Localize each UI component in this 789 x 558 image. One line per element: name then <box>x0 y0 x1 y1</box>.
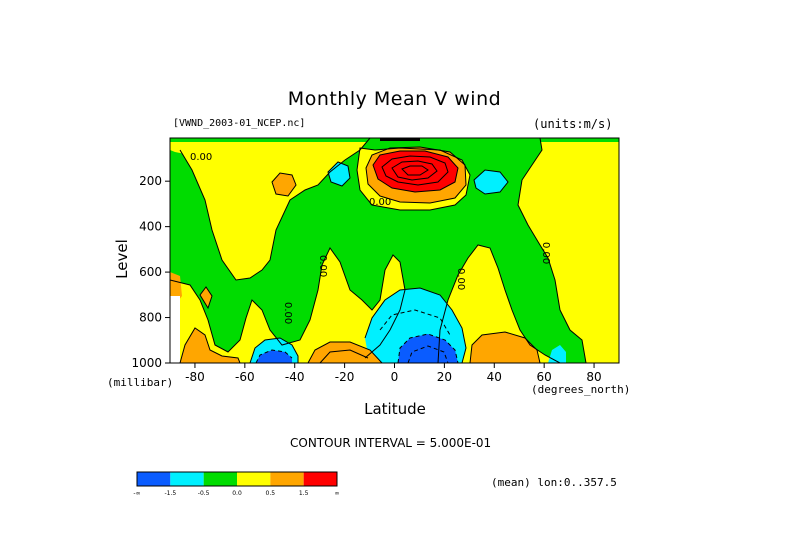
colorbar-swatch <box>270 472 304 486</box>
y-tick-label: 200 <box>139 174 162 188</box>
contour-line <box>179 138 371 281</box>
contour-line <box>469 331 541 363</box>
contour-line <box>517 138 587 363</box>
colorbar-label: -0.5 <box>198 490 210 497</box>
yellow-region-upper-right <box>518 138 619 363</box>
yellow-region-left-strip <box>170 248 405 363</box>
contour-line <box>379 309 451 336</box>
contour-line <box>255 349 293 363</box>
contour-line <box>356 147 471 211</box>
units-label: (units:m/s) <box>533 117 613 131</box>
contour-line <box>437 244 561 363</box>
contour-line <box>179 327 241 363</box>
y-axis-label: Level <box>113 239 131 279</box>
colorbar-label: -1.5 <box>164 490 176 497</box>
y-tick-label: 400 <box>139 220 162 234</box>
orange-region-left-blob <box>272 173 296 196</box>
orange-region-left-low <box>180 328 240 363</box>
contour-line <box>397 333 459 363</box>
cyan-region-upper-left <box>328 162 350 186</box>
contour-line <box>307 341 383 363</box>
colorbar-swatch <box>303 472 337 486</box>
cyan-region-upper-right <box>474 170 508 194</box>
contour-line <box>407 345 449 363</box>
colorbar-frame <box>136 471 338 487</box>
contour-line <box>327 161 351 187</box>
y-tick-label: 1000 <box>131 356 162 370</box>
blue-region-equator <box>398 334 458 363</box>
contour-lines <box>170 138 587 363</box>
orange-region-right-low <box>470 332 540 363</box>
contour-label: 0.00 <box>282 302 293 324</box>
x-tick-label: -20 <box>335 370 355 384</box>
contour-line <box>401 165 429 176</box>
yellow-region-mid-right <box>438 245 560 363</box>
colorbar-swatch <box>203 472 237 486</box>
x-tick-label: -40 <box>285 370 305 384</box>
orange-region-south-low <box>308 342 382 363</box>
y-axis-unit: (millibar) <box>107 376 174 389</box>
colorbar-label: 0.5 <box>266 490 276 497</box>
x-tick-label: -60 <box>235 370 255 384</box>
yellow-region-polar <box>170 138 215 155</box>
colorbar-label: 0.0 <box>232 490 242 497</box>
contour-line <box>249 337 299 363</box>
x-tick-label: 60 <box>537 370 552 384</box>
contour-line <box>199 286 213 310</box>
contour-label: 0.00 <box>540 242 551 264</box>
x-tick-label: 40 <box>487 370 502 384</box>
y-axis: 200 400 600 800 1000 <box>131 174 170 370</box>
x-tick-label: 80 <box>586 370 601 384</box>
x-tick-label: 0 <box>391 370 399 384</box>
colorbar-label: -∞ <box>133 490 140 497</box>
contour-line <box>271 172 297 197</box>
contour-label: 0.00 <box>317 255 328 277</box>
negative-contour-lines <box>255 309 459 363</box>
contour-line <box>381 155 449 186</box>
contour-line <box>372 150 459 193</box>
contour-line <box>473 169 509 195</box>
x-tick-label: -80 <box>185 370 205 384</box>
contour-line <box>365 146 467 204</box>
colorbar-swatch <box>237 472 271 486</box>
contour-line <box>391 160 438 181</box>
averaging-note: (mean) lon:0..357.5 <box>491 476 617 489</box>
colorbar-swatch <box>137 472 171 486</box>
contour-interval-label: CONTOUR INTERVAL = 5.000E-01 <box>290 436 492 450</box>
contour-line <box>364 287 467 363</box>
x-tick-label: 20 <box>437 370 452 384</box>
contour-line <box>170 247 406 359</box>
contour-label: 0.00 <box>369 197 391 208</box>
chart-title: Monthly Mean V wind <box>287 88 502 110</box>
contour-label: 0.00 <box>455 268 466 290</box>
colorbar-swatch <box>170 472 204 486</box>
y-tick-label: 800 <box>139 311 162 325</box>
top-band-dark <box>380 138 420 141</box>
contour-field <box>170 138 619 363</box>
x-axis: -80 -60 -40 -20 0 20 40 60 80 <box>185 363 602 384</box>
contour-label: 0.00 <box>190 152 212 163</box>
dataset-label: [VWND_2003-01_NCEP.nc] <box>173 118 306 129</box>
contour-line <box>319 349 369 363</box>
yellow-region-top-left <box>170 138 370 280</box>
colorbar-label: ∞ <box>335 490 340 497</box>
contour-labels: 0.00 0.00 0.00 0.00 0.00 0.00 <box>190 152 551 324</box>
colorbar: -∞ -1.5 -0.5 0.0 0.5 1.5 ∞ <box>133 471 340 497</box>
missing-data-patch <box>170 296 180 363</box>
x-axis-label: Latitude <box>364 400 426 418</box>
colorbar-label: 1.5 <box>299 490 309 497</box>
y-tick-label: 600 <box>139 265 162 279</box>
x-axis-unit: (degrees_north) <box>531 383 631 396</box>
